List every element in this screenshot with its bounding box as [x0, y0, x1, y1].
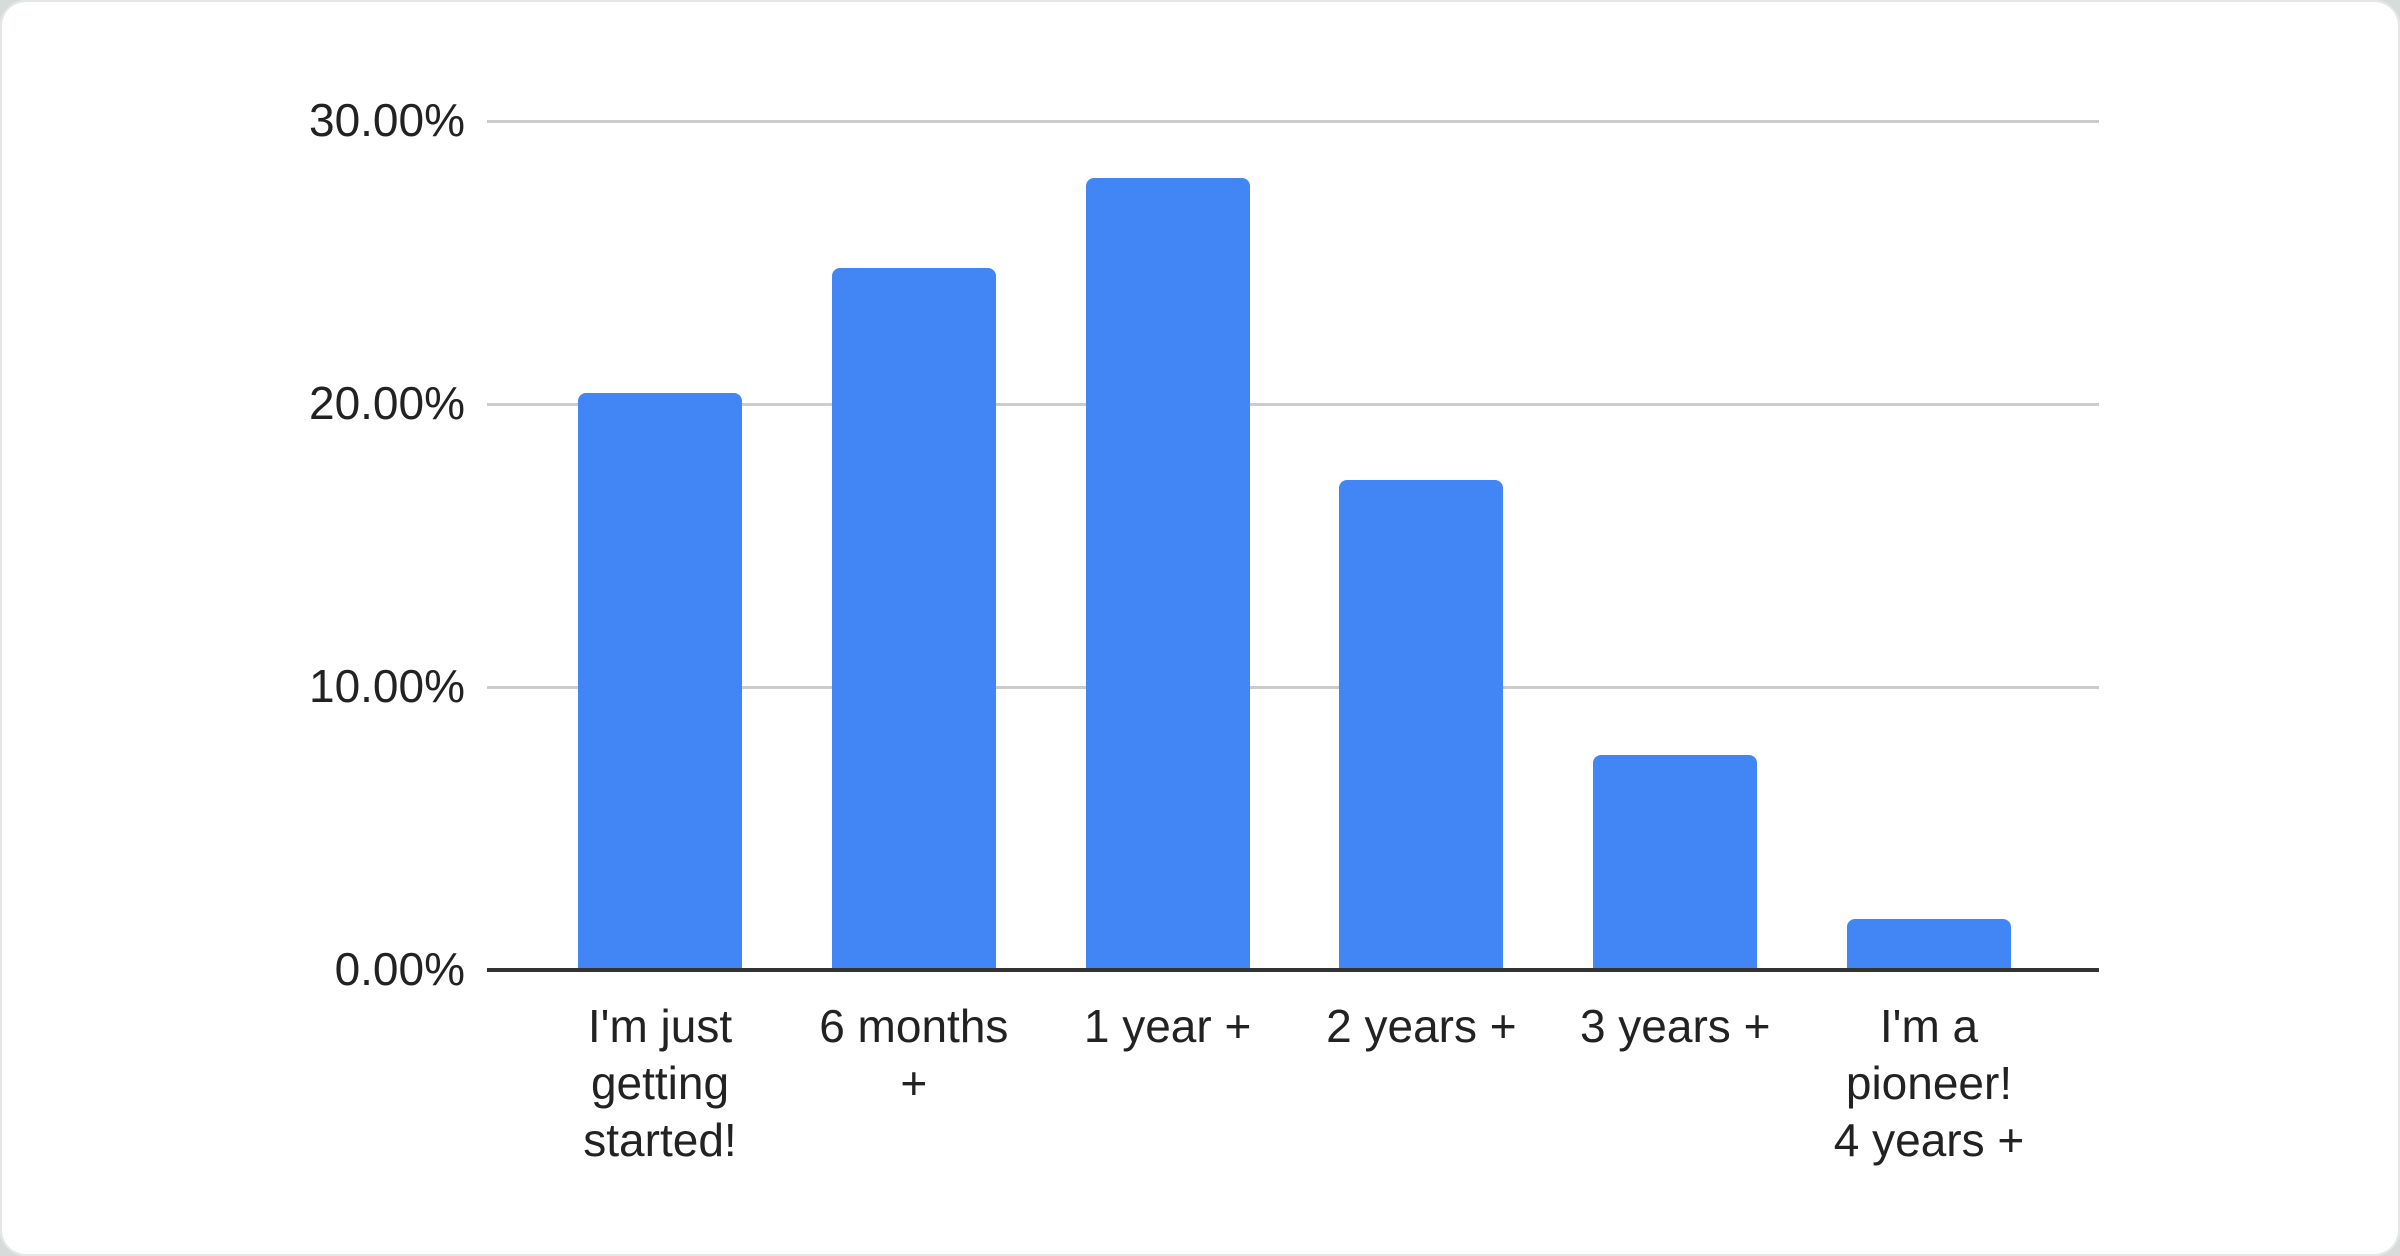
x-axis-category-label: 3 years + — [1579, 1000, 1771, 1052]
gridline — [487, 685, 2099, 689]
y-axis-tick-label: 30.00% — [308, 93, 465, 146]
bar-series-0-item-2 — [1085, 177, 1250, 968]
gridline — [487, 402, 2099, 406]
bar-series-0-item-4 — [1593, 754, 1758, 968]
x-axis-category-label: 1 year + — [1083, 1000, 1252, 1052]
x-axis-category-label: I'm just getting started! — [583, 1000, 737, 1167]
x-axis-category-label: I'm a pioneer! 4 years + — [1833, 1000, 2025, 1167]
x-axis-baseline — [487, 968, 2099, 972]
bar-series-0-item-5 — [1847, 919, 2011, 968]
gridline — [487, 119, 2099, 123]
bar-series-0-item-0 — [578, 392, 742, 968]
bar-series-0-item-3 — [1339, 480, 1504, 968]
bar-series-0-item-1 — [831, 268, 996, 968]
x-axis-category-label: 6 months + — [819, 1000, 1009, 1110]
x-axis-category-label: 2 years + — [1326, 1000, 1517, 1052]
y-axis-tick-label: 10.00% — [308, 659, 465, 712]
y-axis-tick-label: 0.00% — [334, 942, 465, 995]
y-axis-tick-label: 20.00% — [308, 376, 465, 429]
